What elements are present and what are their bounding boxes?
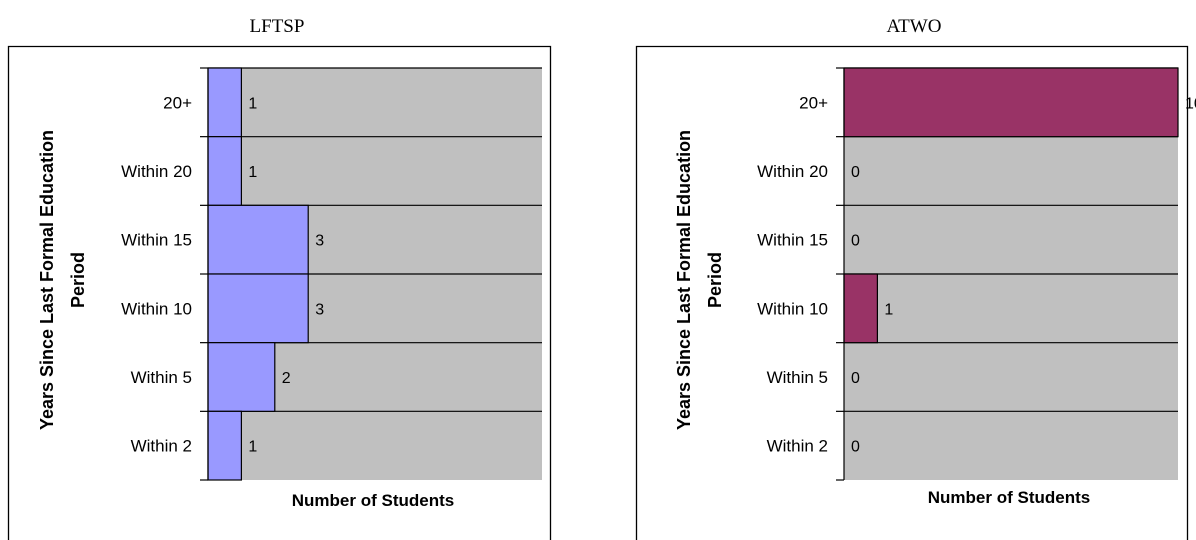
bars [843, 67, 1179, 344]
category-tick-label: Within 20 [121, 162, 192, 181]
category-tick-label: 20+ [163, 93, 192, 112]
category-tick-label: Within 10 [757, 299, 828, 318]
category-tick-label: Within 5 [131, 368, 192, 387]
category-tick-label: Within 2 [131, 437, 192, 456]
chart-frame [635, 45, 1189, 540]
bar [843, 273, 879, 344]
data-label: 1 [248, 164, 257, 181]
data-label: 2 [282, 370, 291, 387]
data-label: 1 [884, 301, 893, 318]
chart-title: ATWO [887, 16, 942, 37]
chart-lftsp: LFTSP Years Since Last Formal Education … [7, 16, 552, 540]
y-axis-label-line-2: Period [68, 252, 88, 308]
category-tick-label: 20+ [799, 93, 828, 112]
y-axis-label-line-1: Years Since Last Formal Education [674, 130, 694, 430]
chart-frame [7, 45, 552, 540]
data-label: 0 [851, 439, 860, 456]
data-label: 1 [248, 439, 257, 456]
data-label: 0 [851, 164, 860, 181]
data-label: 1 [248, 95, 257, 112]
data-label: 0 [851, 370, 860, 387]
y-axis-label-line-2: Period [705, 252, 725, 308]
y-axis-label-line-1: Years Since Last Formal Education [37, 130, 57, 430]
bar [207, 342, 276, 412]
data-label: 0 [851, 233, 860, 250]
bar [207, 136, 243, 206]
category-tick-label: Within 2 [767, 437, 828, 456]
category-tick-label: Within 10 [121, 299, 192, 318]
x-axis-label: Number of Students [292, 491, 454, 510]
y-axis-ticks [200, 67, 208, 481]
data-label: 3 [315, 233, 324, 250]
bar [843, 67, 1179, 138]
category-labels: 20+ Within 20 Within 15 Within 10 Within 5 Wi… [757, 93, 828, 455]
category-tick-label: Within 15 [121, 231, 192, 250]
data-label: 10 [1185, 95, 1196, 112]
x-axis-label: Number of Students [928, 488, 1090, 507]
bar [207, 410, 243, 481]
category-tick-label: Within 5 [767, 368, 828, 387]
category-labels: 20+ Within 20 Within 15 Within 10 Within 5 Wi… [121, 93, 192, 455]
category-tick-label: Within 20 [757, 162, 828, 181]
bars [207, 67, 309, 481]
bar [207, 67, 243, 138]
data-label: 3 [315, 301, 324, 318]
value-labels: 1 1 3 3 2 1 [248, 95, 324, 455]
value-labels: 1000100 [851, 95, 1196, 455]
category-tick-label: Within 15 [757, 231, 828, 250]
chart-atwo: ATWO Years Since Last Formal Education P… [635, 16, 1196, 540]
y-axis-ticks [836, 67, 844, 481]
bar [207, 204, 309, 275]
bar [207, 273, 309, 344]
chart-title: LFTSP [250, 16, 305, 37]
